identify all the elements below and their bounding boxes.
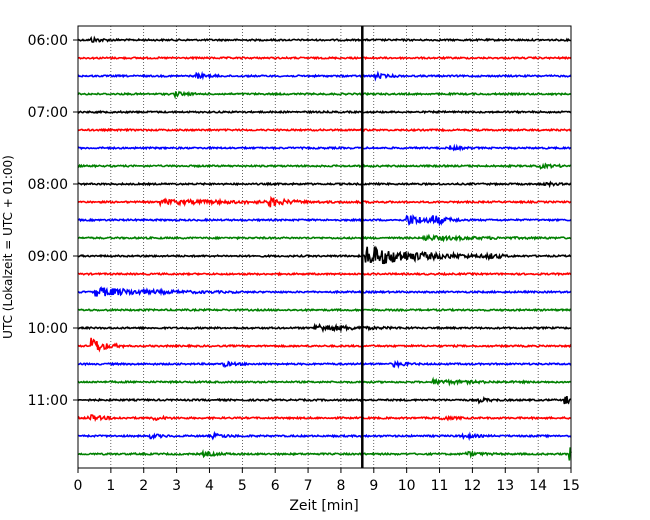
trace-line xyxy=(77,127,572,133)
trace-line xyxy=(77,35,572,43)
x-tick-label: 4 xyxy=(205,478,214,494)
trace-line xyxy=(77,143,572,152)
trace-line xyxy=(77,213,572,227)
trace-line xyxy=(77,337,572,353)
trace-line xyxy=(77,195,572,208)
x-axis-ticks: 0 1 2 3 4 5 6 7 8 9 10 11 12 13 14 15 xyxy=(74,468,580,494)
y-tick-label: 08:00 xyxy=(28,177,68,193)
x-tick-label: 13 xyxy=(496,478,514,494)
x-tick-label: 2 xyxy=(139,478,148,494)
x-tick-label: 5 xyxy=(238,478,247,494)
trace-line xyxy=(77,307,572,313)
x-tick-label: 14 xyxy=(529,478,547,494)
trace-line xyxy=(77,162,572,170)
x-tick-label: 8 xyxy=(336,478,345,494)
x-tick-label: 6 xyxy=(271,478,280,494)
plot-frame xyxy=(77,25,572,469)
x-tick-label: 3 xyxy=(172,478,181,494)
trace-line xyxy=(77,233,572,243)
x-tick-label: 0 xyxy=(74,478,83,494)
trace-line xyxy=(77,271,572,277)
trace-line xyxy=(78,430,572,442)
x-tick-label: 11 xyxy=(431,478,449,494)
y-tick-label: 07:00 xyxy=(28,105,68,121)
y-tick-label: 11:00 xyxy=(28,393,68,409)
x-tick-label: 10 xyxy=(398,478,416,494)
y-tick-label: 10:00 xyxy=(28,321,68,337)
x-tick-label: 1 xyxy=(106,478,115,494)
x-axis-label: Zeit [min] xyxy=(289,498,358,514)
trace-line xyxy=(77,55,572,61)
trace-line xyxy=(77,376,572,387)
trace-line xyxy=(77,414,572,422)
trace-line xyxy=(77,395,572,405)
x-tick-label: 7 xyxy=(304,478,313,494)
trace-line xyxy=(77,180,572,189)
trace-series xyxy=(77,35,572,461)
trace-line xyxy=(77,447,572,461)
trace-line xyxy=(77,90,572,100)
y-axis-ticks: 06:00 07:00 08:00 09:00 10:00 11:00 xyxy=(28,33,78,409)
trace-line xyxy=(77,245,572,265)
x-tick-label: 9 xyxy=(369,478,378,494)
y-tick-label: 09:00 xyxy=(28,249,68,265)
trace-line xyxy=(77,70,572,82)
y-axis-label: UTC (Lokalzeit = UTC + 01:00) xyxy=(1,155,15,339)
trace-line xyxy=(77,109,572,115)
trace-line xyxy=(77,322,572,334)
trace-line xyxy=(77,359,572,369)
x-tick-label: 15 xyxy=(562,478,580,494)
x-tick-label: 12 xyxy=(463,478,481,494)
y-tick-label: 06:00 xyxy=(28,33,68,49)
trace-line xyxy=(77,286,572,297)
